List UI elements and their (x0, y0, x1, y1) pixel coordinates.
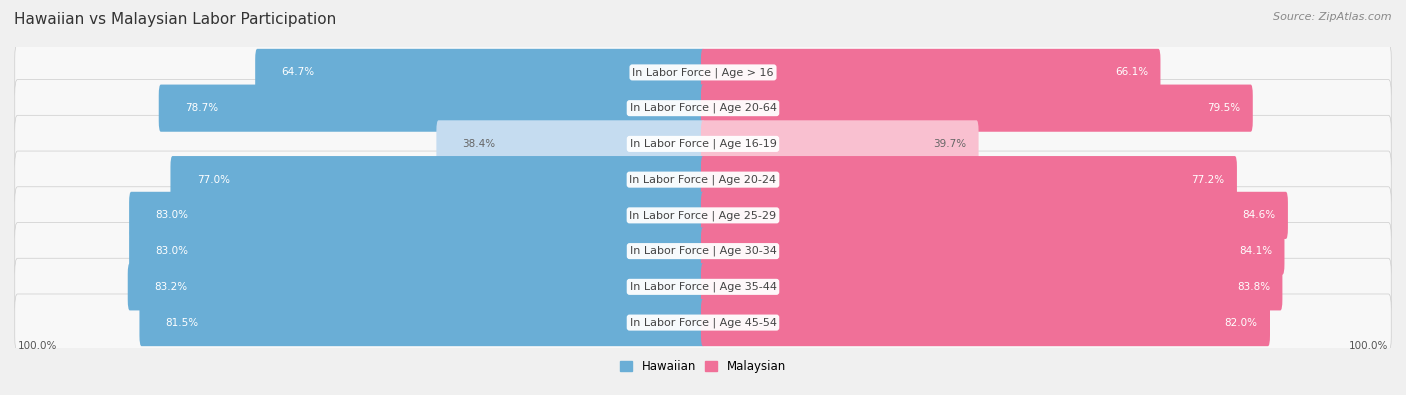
Legend: Hawaiian, Malaysian: Hawaiian, Malaysian (616, 355, 790, 378)
FancyBboxPatch shape (702, 85, 1253, 132)
Text: In Labor Force | Age 16-19: In Labor Force | Age 16-19 (630, 139, 776, 149)
FancyBboxPatch shape (139, 299, 704, 346)
Text: In Labor Force | Age 45-54: In Labor Force | Age 45-54 (630, 317, 776, 328)
FancyBboxPatch shape (14, 258, 1392, 316)
FancyBboxPatch shape (159, 85, 704, 132)
FancyBboxPatch shape (170, 156, 704, 203)
Text: 38.4%: 38.4% (463, 139, 496, 149)
FancyBboxPatch shape (14, 79, 1392, 137)
Text: In Labor Force | Age 25-29: In Labor Force | Age 25-29 (630, 210, 776, 221)
FancyBboxPatch shape (702, 192, 1288, 239)
FancyBboxPatch shape (14, 222, 1392, 280)
Text: In Labor Force | Age 20-24: In Labor Force | Age 20-24 (630, 174, 776, 185)
FancyBboxPatch shape (129, 228, 704, 275)
FancyBboxPatch shape (256, 49, 704, 96)
Text: 83.2%: 83.2% (153, 282, 187, 292)
FancyBboxPatch shape (14, 294, 1392, 351)
Text: 83.0%: 83.0% (155, 246, 188, 256)
Text: In Labor Force | Age 20-64: In Labor Force | Age 20-64 (630, 103, 776, 113)
Text: 39.7%: 39.7% (934, 139, 966, 149)
Text: 100.0%: 100.0% (17, 341, 56, 351)
FancyBboxPatch shape (14, 44, 1392, 101)
Text: Source: ZipAtlas.com: Source: ZipAtlas.com (1274, 12, 1392, 22)
FancyBboxPatch shape (702, 299, 1270, 346)
Text: 84.1%: 84.1% (1239, 246, 1272, 256)
Text: 82.0%: 82.0% (1225, 318, 1257, 327)
FancyBboxPatch shape (702, 228, 1285, 275)
Text: 84.6%: 84.6% (1243, 211, 1275, 220)
FancyBboxPatch shape (702, 120, 979, 167)
Text: 83.0%: 83.0% (155, 211, 188, 220)
FancyBboxPatch shape (702, 156, 1237, 203)
FancyBboxPatch shape (14, 115, 1392, 173)
Text: In Labor Force | Age 35-44: In Labor Force | Age 35-44 (630, 282, 776, 292)
FancyBboxPatch shape (702, 263, 1282, 310)
FancyBboxPatch shape (128, 263, 704, 310)
Text: 77.0%: 77.0% (197, 175, 229, 184)
Text: 78.7%: 78.7% (186, 103, 218, 113)
Text: 77.2%: 77.2% (1191, 175, 1225, 184)
FancyBboxPatch shape (702, 49, 1160, 96)
Text: 81.5%: 81.5% (166, 318, 198, 327)
FancyBboxPatch shape (436, 120, 704, 167)
Text: 64.7%: 64.7% (281, 68, 315, 77)
Text: In Labor Force | Age > 16: In Labor Force | Age > 16 (633, 67, 773, 78)
Text: In Labor Force | Age 30-34: In Labor Force | Age 30-34 (630, 246, 776, 256)
Text: Hawaiian vs Malaysian Labor Participation: Hawaiian vs Malaysian Labor Participatio… (14, 12, 336, 27)
FancyBboxPatch shape (129, 192, 704, 239)
Text: 66.1%: 66.1% (1115, 68, 1149, 77)
FancyBboxPatch shape (14, 187, 1392, 244)
Text: 83.8%: 83.8% (1237, 282, 1270, 292)
Text: 79.5%: 79.5% (1208, 103, 1240, 113)
FancyBboxPatch shape (14, 151, 1392, 208)
Text: 100.0%: 100.0% (1350, 341, 1389, 351)
